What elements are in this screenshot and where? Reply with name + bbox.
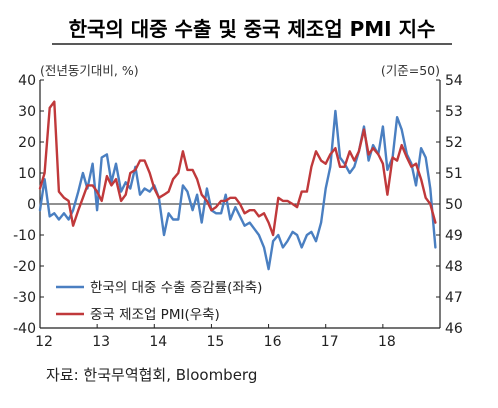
left-tick-label: 40 bbox=[18, 73, 36, 89]
left-axis-ticks: 40 30 20 10 0 -10 -20 -30 -40 bbox=[13, 73, 44, 337]
x-tick-label: 17 bbox=[321, 334, 339, 350]
right-tick-label: 53 bbox=[445, 104, 463, 120]
left-tick-label: 30 bbox=[18, 104, 36, 120]
left-axis-unit: (전년동기대비, %) bbox=[40, 63, 139, 78]
source-note: 자료: 한국무역협회, Bloomberg bbox=[46, 366, 257, 384]
left-tick-label: 0 bbox=[27, 197, 36, 213]
series-line-2 bbox=[38, 100, 437, 237]
left-tick-label: 10 bbox=[18, 166, 36, 182]
chart-title: 한국의 대중 수출 및 중국 제조업 PMI 지수 bbox=[69, 17, 436, 41]
legend: 한국의 대중 수출 증감률(좌축) 중국 제조업 PMI(우축) bbox=[56, 280, 262, 323]
right-tick-label: 47 bbox=[445, 290, 463, 306]
right-tick-label: 49 bbox=[445, 228, 463, 244]
x-tick-label: 16 bbox=[264, 334, 282, 350]
x-tick-label: 12 bbox=[35, 334, 53, 350]
legend-label: 중국 제조업 PMI(우축) bbox=[90, 307, 220, 323]
right-tick-label: 52 bbox=[445, 135, 463, 151]
x-tick-label: 15 bbox=[207, 334, 225, 350]
left-tick-label: -20 bbox=[13, 259, 36, 275]
x-tick-label: 18 bbox=[378, 334, 396, 350]
x-tick-label: 13 bbox=[92, 334, 110, 350]
right-axis-ticks: 54 53 52 51 50 49 48 47 46 bbox=[436, 73, 463, 337]
right-axis-unit: (기준=50) bbox=[381, 63, 440, 78]
x-tick-label: 14 bbox=[149, 334, 167, 350]
left-tick-label: -40 bbox=[13, 321, 36, 337]
left-tick-label: -30 bbox=[13, 290, 36, 306]
legend-label: 한국의 대중 수출 증감률(좌축) bbox=[90, 280, 262, 296]
right-tick-label: 48 bbox=[445, 259, 463, 275]
right-tick-label: 50 bbox=[445, 197, 463, 213]
left-tick-label: -10 bbox=[13, 228, 36, 244]
x-axis-ticks: 12 13 14 15 16 17 18 bbox=[35, 324, 396, 350]
right-tick-label: 54 bbox=[445, 73, 463, 89]
right-tick-label: 46 bbox=[445, 321, 463, 337]
left-tick-label: 20 bbox=[18, 135, 36, 151]
right-tick-label: 51 bbox=[445, 166, 463, 182]
series-lines bbox=[38, 100, 437, 271]
series-line-1 bbox=[38, 109, 437, 271]
